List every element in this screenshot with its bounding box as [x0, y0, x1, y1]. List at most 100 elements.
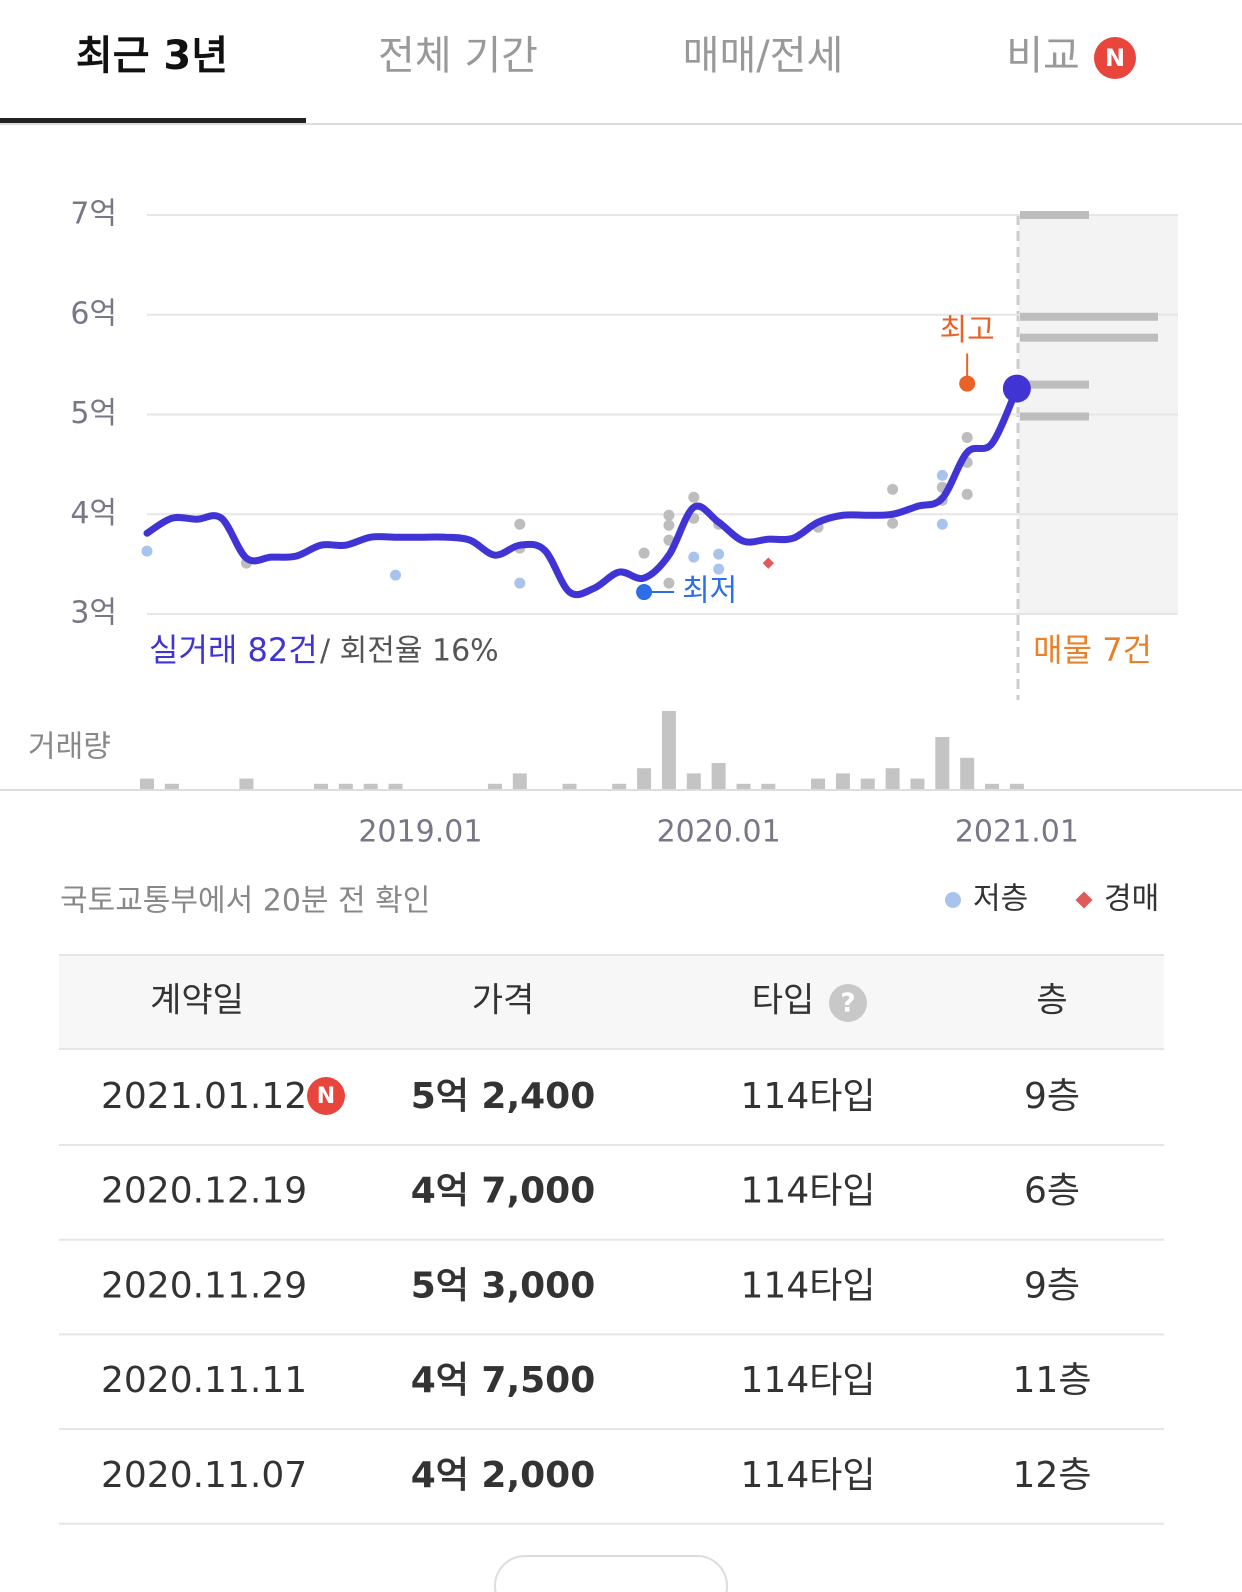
help-icon[interactable] [829, 984, 867, 1022]
lowest-point [636, 584, 653, 601]
volume-bar [338, 783, 353, 789]
x-tick-label: 2020.01 [657, 815, 781, 850]
volume-bar [935, 737, 950, 789]
listing-bar [1020, 211, 1089, 219]
trade-point [961, 431, 973, 443]
volume-bar [860, 778, 875, 789]
new-badge-text: N [1105, 44, 1125, 72]
volume-bar [686, 773, 701, 789]
volume-bar [985, 783, 1000, 789]
volume-bar [661, 711, 676, 789]
trade-point [663, 519, 675, 531]
volume-bar [512, 773, 527, 789]
auction-point [762, 557, 774, 569]
volume-bar [388, 783, 403, 789]
table-header: 타입 [752, 981, 815, 1021]
low-floor-point [713, 548, 725, 560]
y-tick-label: 7억 [70, 197, 117, 232]
new-badge-text: N [317, 1084, 335, 1109]
legend-marker [945, 892, 961, 908]
help-icon-text: ? [840, 989, 855, 1019]
x-tick-label: 2021.01 [955, 815, 1079, 850]
volume-bar [910, 778, 925, 789]
trade-point [887, 483, 899, 495]
table-header-bg [59, 955, 1164, 1049]
volume-bar [637, 768, 652, 789]
trade-point [514, 518, 526, 530]
listing-bar [1020, 312, 1158, 321]
highest-point [959, 375, 976, 392]
legend-label: 경매 [1104, 882, 1159, 917]
table-header: 계약일 [150, 981, 244, 1021]
trade-point [688, 491, 700, 503]
listing-bar [1020, 380, 1089, 389]
row-type: 114타입 [741, 1360, 876, 1401]
row-price: 5억 2,400 [411, 1076, 596, 1117]
lowest-label: 최저 [682, 574, 737, 609]
legend-marker [1075, 891, 1093, 909]
volume-bar [835, 773, 850, 789]
trade-point [663, 577, 675, 589]
tab[interactable]: 최근 3년 [76, 33, 228, 79]
volume-bar [562, 783, 577, 789]
price-line [143, 385, 1021, 599]
row-date: 2020.12.19 [101, 1171, 307, 1212]
legend-label: 저층 [973, 882, 1028, 917]
volume-bar [736, 783, 751, 789]
listing-bar [1020, 412, 1089, 421]
y-tick-label: 5억 [70, 396, 117, 431]
volume-label: 거래량 [28, 730, 111, 765]
turnover: / 회전율 16% [320, 634, 499, 669]
volume-bar [140, 778, 154, 789]
row-date: 2021.01.12 [101, 1076, 307, 1117]
more-button[interactable] [494, 1555, 728, 1592]
new-badge [1094, 37, 1136, 79]
listing-bar [1020, 333, 1158, 342]
row-floor: 6층 [1024, 1171, 1080, 1212]
table-header: 층 [1036, 981, 1067, 1021]
row-floor: 11층 [1013, 1360, 1092, 1401]
tab[interactable]: 비교 [1006, 33, 1080, 79]
tab[interactable]: 전체 기간 [378, 33, 538, 79]
tab[interactable]: 매매/전세 [683, 33, 844, 79]
volume-bar [960, 757, 975, 789]
current-point [1002, 374, 1031, 403]
row-type: 114타입 [741, 1076, 876, 1117]
volume-bar [487, 783, 502, 789]
volume-bar [885, 768, 900, 789]
x-tick-label: 2019.01 [358, 815, 482, 850]
low-floor-point [936, 518, 948, 530]
table-header: 가격 [472, 981, 535, 1021]
volume-bar [1009, 783, 1024, 789]
row-price: 4억 2,000 [411, 1455, 596, 1496]
low-floor-point [390, 569, 402, 581]
row-date: 2020.11.07 [101, 1455, 307, 1496]
row-type: 114타입 [741, 1455, 876, 1496]
volume-bar [811, 778, 826, 789]
row-type: 114타입 [741, 1171, 876, 1212]
row-price: 4억 7,000 [411, 1171, 596, 1212]
row-type: 114타입 [741, 1265, 876, 1306]
low-floor-point [688, 551, 700, 563]
trade-count: 실거래 82건 [149, 631, 318, 669]
low-floor-point [713, 563, 725, 575]
row-price: 5억 3,000 [411, 1265, 596, 1306]
volume-bar [313, 783, 328, 789]
trade-point [887, 517, 899, 529]
row-date: 2020.11.11 [101, 1360, 307, 1401]
row-price: 4억 7,500 [411, 1360, 596, 1401]
row-date: 2020.11.29 [101, 1265, 307, 1306]
trade-point [663, 509, 675, 521]
y-tick-label: 6억 [70, 296, 117, 331]
trade-point [638, 547, 650, 559]
tab-underline [0, 118, 306, 123]
volume-bar [164, 783, 179, 789]
row-floor: 9층 [1024, 1076, 1080, 1117]
low-floor-point [141, 545, 153, 557]
volume-bar [761, 783, 776, 789]
y-tick-label: 3억 [70, 596, 117, 631]
low-floor-point [514, 577, 526, 589]
source-note: 국토교통부에서 20분 전 확인 [60, 884, 430, 919]
